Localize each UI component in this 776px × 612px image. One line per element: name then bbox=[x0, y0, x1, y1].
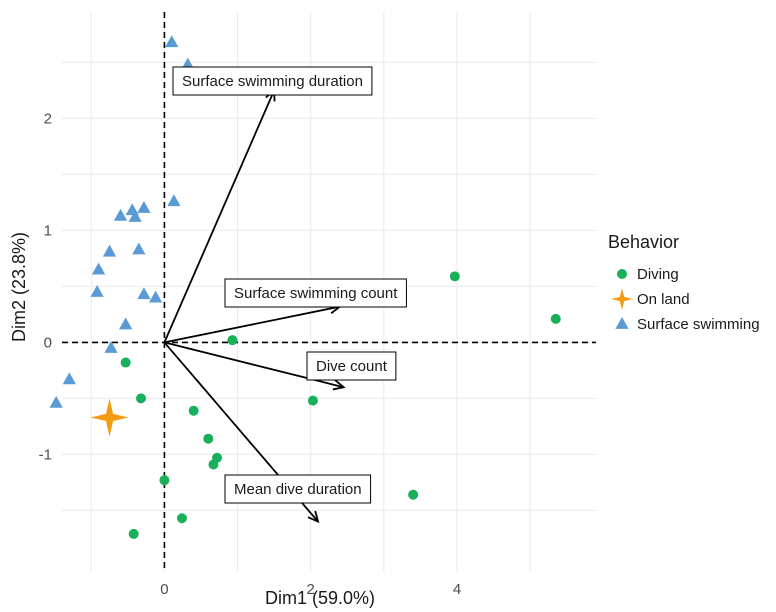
point-surface-swimming bbox=[165, 35, 179, 48]
point-surface-swimming bbox=[113, 208, 128, 221]
tick-labels: 0 2 4 -1 0 1 2 bbox=[39, 110, 462, 598]
point-diving bbox=[208, 459, 219, 470]
loading-label-box bbox=[224, 474, 372, 504]
loading-label-box bbox=[224, 278, 407, 308]
legend-key-diving bbox=[617, 269, 627, 279]
point-surface-swimming bbox=[102, 244, 117, 257]
point-surface-swimming bbox=[128, 209, 142, 222]
point-diving bbox=[550, 313, 561, 324]
point-surface-swimming bbox=[137, 201, 151, 213]
point-diving bbox=[159, 475, 170, 486]
loading-label-box bbox=[172, 66, 373, 96]
point-surface-swimming bbox=[132, 242, 146, 255]
x-tick-label: 4 bbox=[453, 581, 461, 598]
legend-label: Diving bbox=[637, 266, 679, 283]
y-tick-label: 0 bbox=[44, 334, 52, 351]
y-axis-title: Dim2 (23.8%) bbox=[9, 232, 29, 342]
point-diving bbox=[176, 513, 187, 524]
loading-arrow bbox=[164, 305, 341, 344]
loading-label: Surface swimming count bbox=[224, 278, 407, 308]
point-diving bbox=[128, 528, 139, 539]
loading-label-text: Mean dive duration bbox=[234, 481, 362, 498]
point-surface-swimming bbox=[62, 372, 76, 385]
legend-label: On land bbox=[637, 291, 690, 308]
loading-label-text: Surface swimming count bbox=[234, 285, 398, 302]
point-surface-swimming bbox=[137, 287, 151, 300]
loading-arrow bbox=[163, 90, 275, 343]
point-surface-swimming bbox=[91, 262, 106, 275]
point-surface-swimming bbox=[104, 341, 118, 353]
y-tick-label: 1 bbox=[44, 222, 52, 239]
loading-label-text: Surface swimming duration bbox=[182, 73, 363, 90]
point-surface-swimming bbox=[90, 285, 104, 297]
point-diving bbox=[408, 489, 419, 500]
legend-key-surface-swimming bbox=[615, 317, 629, 329]
x-tick-label: 0 bbox=[160, 581, 168, 598]
y-tick-label: 2 bbox=[44, 110, 52, 127]
legend: Behavior Diving On land Surface swimming bbox=[608, 232, 760, 333]
legend-key-on-land bbox=[611, 288, 633, 310]
point-diving bbox=[307, 395, 318, 406]
loading-label-text: Dive count bbox=[316, 358, 388, 375]
point-diving bbox=[203, 433, 214, 444]
loading-label: Surface swimming duration bbox=[172, 66, 373, 96]
point-diving bbox=[188, 405, 199, 416]
point-diving bbox=[136, 393, 147, 404]
x-tick-label: 2 bbox=[307, 581, 315, 598]
legend-title: Behavior bbox=[608, 232, 679, 252]
legend-label: Surface swimming bbox=[637, 316, 760, 333]
loading-arrowhead bbox=[332, 379, 346, 391]
point-diving bbox=[227, 335, 238, 346]
point-on-land bbox=[90, 398, 129, 437]
loading-label-box bbox=[306, 351, 397, 381]
x-axis-title: Dim1 (59.0%) bbox=[265, 588, 375, 608]
loading-arrowhead bbox=[307, 510, 320, 524]
point-surface-swimming bbox=[167, 194, 181, 207]
reference-lines bbox=[62, 12, 596, 572]
point-diving bbox=[449, 271, 460, 282]
point-surface-swimming bbox=[49, 395, 63, 408]
point-surface-swimming bbox=[148, 290, 163, 303]
loading-label: Mean dive duration bbox=[224, 474, 372, 504]
loading-label: Dive count bbox=[306, 351, 397, 381]
y-tick-label: -1 bbox=[39, 446, 52, 463]
point-diving bbox=[120, 357, 131, 368]
loading-labels: Surface swimming duration Surface swimmin… bbox=[172, 66, 407, 504]
point-surface-swimming bbox=[118, 317, 133, 330]
